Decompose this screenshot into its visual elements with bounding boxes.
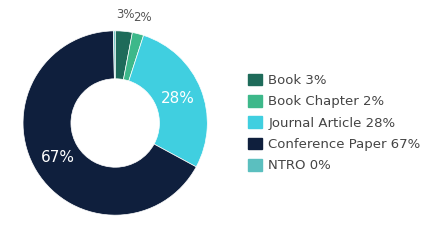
Wedge shape (115, 31, 132, 79)
Text: 2%: 2% (133, 11, 152, 24)
Wedge shape (113, 31, 115, 79)
Wedge shape (23, 31, 196, 215)
Wedge shape (124, 32, 144, 81)
Legend: Book 3%, Book Chapter 2%, Journal Article 28%, Conference Paper 67%, NTRO 0%: Book 3%, Book Chapter 2%, Journal Articl… (249, 74, 420, 172)
Text: 67%: 67% (41, 151, 75, 166)
Text: 28%: 28% (161, 91, 194, 106)
Wedge shape (129, 35, 207, 167)
Text: 3%: 3% (116, 8, 135, 21)
